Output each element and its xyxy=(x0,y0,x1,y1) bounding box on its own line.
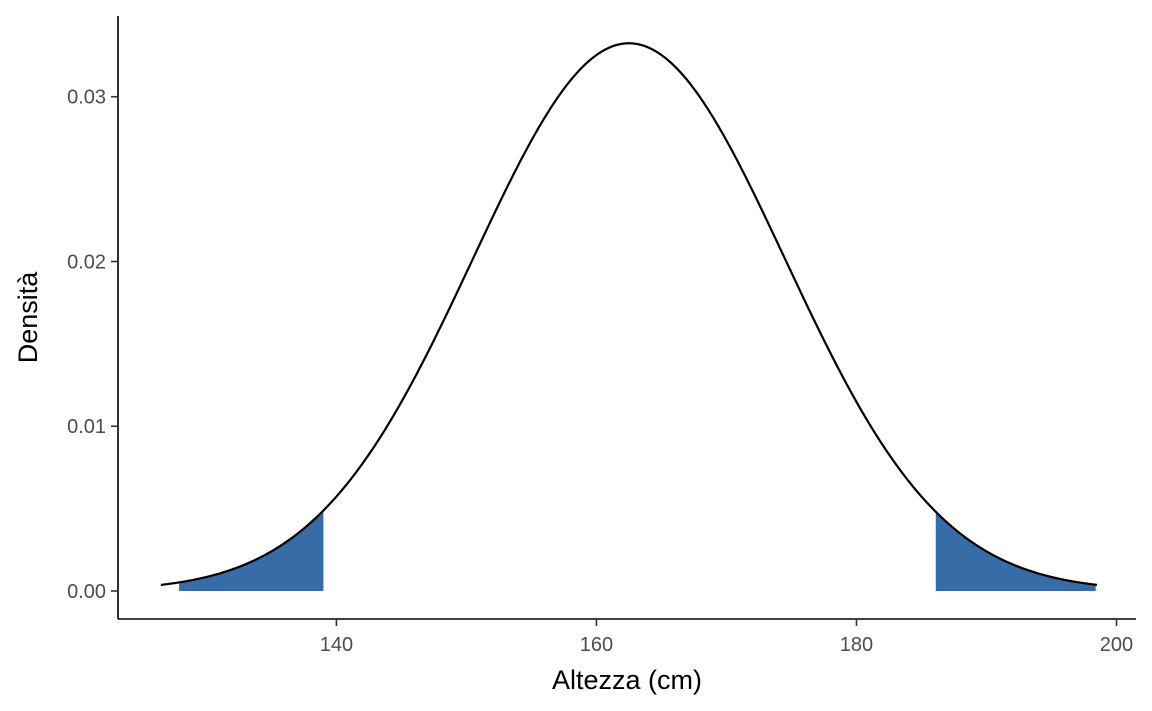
shaded-tails xyxy=(179,510,1096,591)
y-tick-label: 0.02 xyxy=(67,251,106,273)
x-axis-title: Altezza (cm) xyxy=(552,665,702,695)
x-tick-label: 160 xyxy=(580,634,613,656)
y-tick-label: 0.00 xyxy=(67,581,106,603)
x-tick-label: 180 xyxy=(840,634,873,656)
density-curve xyxy=(160,42,1098,587)
right-tail-area xyxy=(935,511,1096,591)
y-axis-ticks: 0.00 0.01 0.02 0.03 xyxy=(67,87,118,603)
y-axis-title: Densità xyxy=(13,271,43,364)
y-tick-label: 0.01 xyxy=(67,416,106,438)
x-tick-label: 140 xyxy=(320,634,353,656)
x-tick-label: 200 xyxy=(1100,634,1133,656)
x-axis-ticks: 140 160 180 200 xyxy=(320,619,1133,656)
left-tail-area xyxy=(179,510,324,591)
y-tick-label: 0.03 xyxy=(67,87,106,109)
